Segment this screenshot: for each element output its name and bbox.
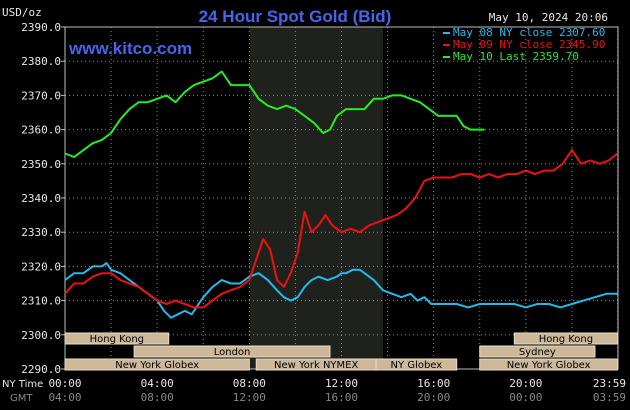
y-tick-label: 2380.0: [21, 55, 61, 68]
session-label: New York NYMEX: [274, 360, 359, 371]
session-bar: [479, 345, 596, 358]
y-tick-label: 2370.0: [21, 89, 61, 102]
session-bar: [513, 332, 619, 345]
session-label: New York Globex: [507, 360, 591, 371]
session-label: Sydney: [519, 347, 556, 358]
x-tick-gmt: 16:00: [325, 391, 358, 404]
session-label: NY Globex: [391, 360, 443, 371]
x-tick-gmt: 00:00: [509, 391, 542, 404]
y-tick-label: 2320.0: [21, 260, 61, 273]
session-label: New York Globex: [115, 360, 199, 371]
x-tick-ny: 23:59: [593, 377, 626, 390]
x-tick-ny: 08:00: [233, 377, 266, 390]
y-tick-label: 2350.0: [21, 158, 61, 171]
y-tick-label: 2360.0: [21, 124, 61, 137]
legend-entry: May 10 Last 2359.70: [453, 50, 579, 63]
x-tick-ny: 04:00: [141, 377, 174, 390]
x-tick-ny: 16:00: [417, 377, 450, 390]
x-tick-gmt: 04:00: [48, 391, 81, 404]
watermark-text: www.kitco.com: [68, 39, 192, 58]
x-tick-gmt: 08:00: [141, 391, 174, 404]
y-tick-label: 2390.0: [21, 21, 61, 34]
legend-entry: May 09 NY close 2345.90: [453, 38, 605, 51]
y-tick-label: 2330.0: [21, 226, 61, 239]
session-bar: [64, 332, 170, 345]
session-label: Hong Kong: [90, 334, 144, 345]
x-tick-gmt: 03:59: [593, 391, 626, 404]
session-label: London: [214, 347, 251, 358]
chart-title: 24 Hour Spot Gold (Bid): [199, 7, 392, 26]
session-bar: [64, 358, 250, 371]
series-line-3: [64, 70, 485, 158]
series-line-2: [64, 149, 619, 309]
y-tick-label: 2340.0: [21, 192, 61, 205]
session-label: Hong Kong: [539, 334, 593, 345]
x-tick-gmt: 20:00: [417, 391, 450, 404]
legend-entry: May 08 NY close 2307.60: [453, 26, 605, 39]
x-tick-gmt: 12:00: [233, 391, 266, 404]
x-tick-ny: 12:00: [325, 377, 358, 390]
x-row1-label: NY Time: [2, 379, 43, 390]
session-bar: [375, 358, 458, 371]
x-row2-label: GMT: [10, 393, 33, 404]
session-bar: [133, 345, 331, 358]
session-bar: [479, 358, 619, 371]
y-tick-label: 2300.0: [21, 329, 61, 342]
y-tick-label: 2310.0: [21, 295, 61, 308]
x-tick-ny: 20:00: [509, 377, 542, 390]
date-label: May 10, 2024 20:06: [489, 11, 608, 24]
y-unit-label: USD/oz: [2, 6, 42, 19]
ny-session-shading: [249, 27, 383, 369]
y-tick-label: 2290.0: [21, 363, 61, 376]
x-tick-ny: 00:00: [48, 377, 81, 390]
